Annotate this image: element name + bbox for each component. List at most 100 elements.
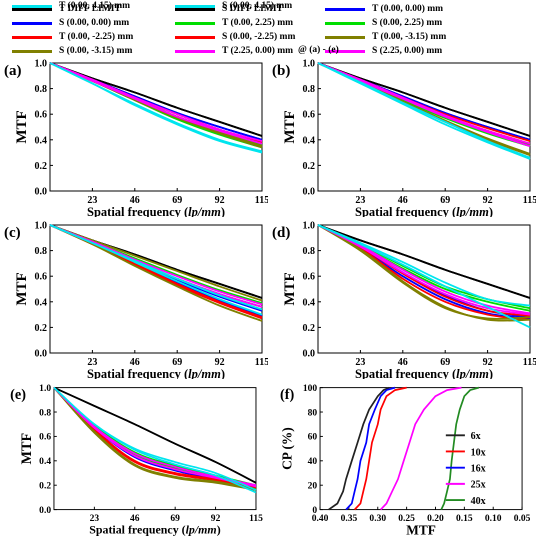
panel-f: (f) 0 20 40 60 80 100 0.40 0.35 0.30 0.25 0.20 0.15 0… [268, 380, 536, 542]
y-tick-label: 0.8 [303, 246, 316, 257]
legend-item: S (0.00, 0.00) mm [12, 17, 129, 29]
cdf-line [354, 386, 407, 511]
series-line [317, 224, 531, 299]
series-line [317, 224, 531, 322]
series-line [53, 387, 257, 488]
x-tick-label: 92 [215, 357, 225, 368]
series-line [53, 386, 257, 484]
x-tick-label: 69 [440, 195, 450, 206]
legend-swatch [12, 21, 52, 25]
series-line [317, 62, 531, 137]
legend-item: S (0.00, -3.15) mm [12, 45, 132, 57]
x-tick-label: 115 [523, 195, 536, 206]
y-tick-label: 40 [308, 457, 318, 467]
legend-swatch [175, 4, 215, 8]
y-tick-label: 0.2 [35, 323, 48, 334]
legend-label: 10x [471, 447, 486, 458]
x-tick-label: 92 [483, 357, 493, 368]
x-tick-label: 23 [87, 195, 97, 206]
legend-note: @ (a) - (e) [298, 45, 339, 55]
x-tick-label: 0.10 [485, 514, 502, 524]
y-axis-label: MTF [19, 432, 35, 464]
legend-swatch [12, 35, 52, 39]
y-axis-label: MTF [282, 272, 298, 305]
legend-label: S DIFF LIMIT [222, 4, 283, 14]
x-tick-label: 0.05 [514, 514, 531, 524]
legend-label: 16x [471, 463, 486, 474]
legend-item: S (0.00, 4.15) mm [175, 0, 292, 12]
legend-label: S (0.00, -2.25) mm [222, 32, 296, 42]
x-tick-label: 0.20 [427, 514, 444, 524]
x-tick-label: 23 [90, 514, 100, 524]
y-tick-label: 0.6 [35, 110, 48, 121]
x-tick-label: 46 [130, 357, 140, 368]
y-axis-label: MTF [14, 272, 30, 305]
series-line [53, 386, 257, 494]
y-axis-label: MTF [282, 110, 298, 143]
y-tick-label: 0.6 [39, 433, 51, 443]
panel-label: (e) [10, 387, 26, 403]
series-line [317, 62, 531, 145]
y-tick-label: 0.4 [303, 297, 316, 308]
y-tick-label: 100 [303, 384, 318, 394]
x-axis-label: MTF [406, 522, 436, 537]
x-tick-label: 92 [215, 195, 225, 206]
cdf-line [380, 386, 462, 511]
y-tick-label: 0.8 [39, 408, 51, 418]
x-tick-label: 46 [130, 514, 140, 524]
series-line [317, 224, 531, 320]
legend-label: 6x [471, 431, 481, 442]
cdf-line [440, 386, 480, 510]
y-tick-label: 0.0 [35, 187, 48, 198]
y-tick-label: 0.4 [35, 135, 48, 146]
x-axis-label: Spatial frequency (lp/mm) [89, 522, 220, 536]
panel-label: (d) [272, 225, 290, 241]
plot-frame [317, 62, 531, 192]
legend-label: S (0.00, 2.25) mm [372, 18, 443, 28]
panel-label: (b) [272, 63, 290, 79]
panel-d: (d) 0.0 0.2 0.4 0.6 0.8 1.0 23 46 69 92 115 MTF Spati… [268, 217, 536, 380]
y-tick-label: 80 [308, 408, 318, 418]
x-tick-label: 115 [255, 195, 268, 206]
panel-a: (a) 0.0 0.2 0.4 0.6 0.8 1.0 23 46 69 92 115 MTF Spati… [0, 55, 268, 218]
series-line [49, 224, 263, 302]
x-tick-label: 0.35 [341, 514, 358, 524]
y-tick-label: 0.4 [35, 297, 48, 308]
x-tick-label: 69 [172, 357, 182, 368]
y-tick-label: 0.0 [303, 187, 316, 198]
legend-item: T (0.00, 2.25) mm [175, 17, 293, 29]
legend-label: S (0.00, 4.15) mm [222, 1, 293, 11]
legend-item: S (2.25, 0.00) mm [325, 45, 442, 57]
x-tick-label: 23 [355, 357, 365, 368]
legend-label: S (0.00, -3.15) mm [59, 46, 133, 56]
y-tick-label: 0.4 [39, 457, 51, 467]
y-tick-label: 1.0 [303, 59, 316, 70]
legend-label: S (0.00, 0.00) mm [59, 18, 130, 28]
series-line [53, 386, 257, 491]
x-tick-label: 69 [172, 195, 182, 206]
legend-swatch [325, 21, 365, 25]
series-line [49, 62, 263, 145]
y-tick-label: 0.2 [303, 161, 316, 172]
cdf-line [345, 386, 396, 511]
legend-label: 25x [471, 480, 486, 491]
legend-label: T (0.00, 4.15) mm [59, 1, 131, 11]
series-line [49, 62, 263, 142]
legend-swatch [175, 21, 215, 25]
series-line [317, 224, 531, 315]
y-tick-label: 0.0 [303, 349, 316, 360]
y-tick-label: 0.2 [35, 161, 48, 172]
legend-item: S (0.00, -2.25) mm [175, 31, 295, 43]
y-tick-label: 0.2 [39, 482, 51, 492]
x-tick-label: 23 [87, 357, 97, 368]
x-tick-label: 0.15 [456, 514, 473, 524]
panel-label: (a) [4, 63, 22, 79]
legend-item: T (0.00, -2.25) mm [12, 31, 133, 43]
y-tick-label: 0.4 [303, 135, 316, 146]
y-tick-label: 1.0 [303, 221, 316, 232]
series-line [317, 62, 531, 148]
y-tick-label: 0.6 [303, 110, 316, 121]
legend-swatch [325, 49, 365, 53]
series-line [317, 62, 531, 160]
x-tick-label: 46 [398, 195, 408, 206]
